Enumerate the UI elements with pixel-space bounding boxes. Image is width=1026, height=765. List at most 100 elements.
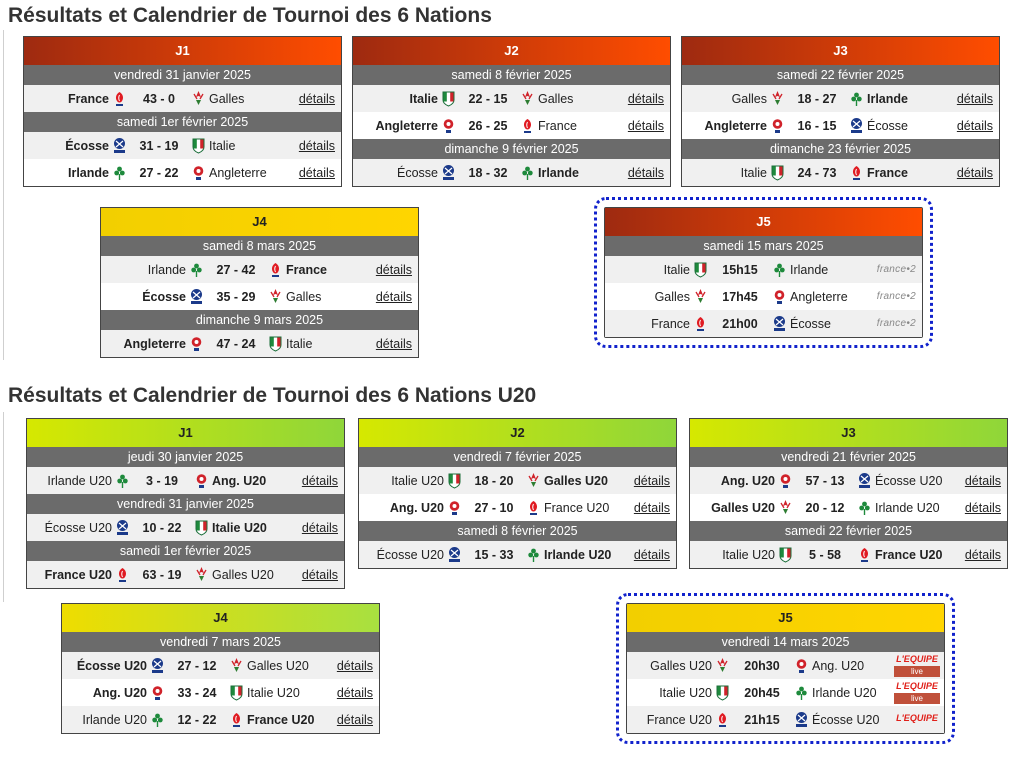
away-team: France U20	[544, 500, 610, 515]
england-flag-icon	[447, 499, 462, 516]
match-row: Italie U20 20h45 Irlande U20 L'EQUIPE liv…	[627, 679, 944, 706]
away-team: Galles U20	[247, 658, 309, 673]
ireland-flag-icon	[794, 684, 809, 701]
wales-flag-icon	[770, 90, 785, 107]
away-team: Irlande	[538, 165, 579, 180]
kickoff-time: 15h15	[722, 262, 758, 277]
scotland-flag-icon	[150, 657, 165, 674]
home-team: Angleterre	[704, 118, 767, 133]
left-divider	[3, 412, 4, 602]
details-link[interactable]: détails	[633, 500, 670, 515]
ireland-flag-icon	[520, 164, 535, 181]
home-team: Écosse	[397, 165, 438, 180]
details-link[interactable]: détails	[301, 520, 338, 535]
match-score: 24 - 73	[797, 165, 837, 180]
details-link[interactable]: détails	[301, 473, 338, 488]
round-card-j3-u20: J3 vendredi 21 février 2025 Ang. U20 57 …	[689, 418, 1008, 569]
away-team: Galles U20	[212, 567, 274, 582]
match-date: samedi 15 mars 2025	[605, 236, 922, 256]
away-team: Angleterre	[209, 165, 267, 180]
home-team: Italie U20	[722, 547, 775, 562]
details-link[interactable]: détails	[627, 118, 664, 133]
round-card-j3: J3 samedi 22 février 2025 Galles 18 - 27…	[681, 36, 1000, 187]
away-team: Ang. U20	[212, 473, 267, 488]
ireland-flag-icon	[115, 472, 130, 489]
italy-flag-icon	[770, 164, 785, 181]
details-link[interactable]: détails	[964, 473, 1001, 488]
england-flag-icon	[778, 472, 793, 489]
details-link[interactable]: détails	[336, 712, 373, 727]
details-link[interactable]: détails	[627, 91, 664, 106]
home-team: Ang. U20	[92, 685, 147, 700]
italy-flag-icon	[693, 261, 708, 278]
details-link[interactable]: détails	[633, 547, 670, 562]
home-team: Italie	[409, 91, 439, 106]
home-team: Italie U20	[391, 473, 444, 488]
round-card-j5: J5 samedi 15 mars 2025 Italie 15h15 Irla…	[594, 197, 933, 348]
details-link[interactable]: détails	[375, 289, 412, 304]
details-link[interactable]: détails	[964, 547, 1001, 562]
details-link[interactable]: détails	[375, 262, 412, 277]
home-team: Irlande	[147, 262, 186, 277]
lequipe-logo: L'EQUIPE	[896, 713, 938, 723]
france-flag-icon	[526, 499, 541, 516]
details-link[interactable]: détails	[336, 685, 373, 700]
home-team: Angleterre	[375, 118, 438, 133]
details-link[interactable]: détails	[627, 165, 664, 180]
section-title: Résultats et Calendrier de Tournoi des 6…	[8, 4, 492, 27]
france-flag-icon	[693, 315, 708, 332]
details-link[interactable]: détails	[298, 165, 335, 180]
details-link[interactable]: détails	[956, 91, 993, 106]
home-team: France U20	[44, 567, 112, 582]
match-date: dimanche 9 mars 2025	[101, 310, 418, 330]
match-date: vendredi 31 janvier 2025	[27, 494, 344, 514]
details-link[interactable]: détails	[633, 473, 670, 488]
france-flag-icon	[849, 164, 864, 181]
italy-flag-icon	[268, 335, 283, 352]
scotland-flag-icon	[441, 164, 456, 181]
wales-flag-icon	[520, 90, 535, 107]
details-link[interactable]: détails	[298, 138, 335, 153]
match-date: samedi 22 février 2025	[690, 521, 1007, 541]
away-team: Italie	[209, 138, 236, 153]
details-link[interactable]: détails	[956, 118, 993, 133]
match-score: 15 - 33	[474, 547, 514, 562]
match-date: samedi 1er février 2025	[27, 541, 344, 561]
france2-logo: france•2	[876, 264, 916, 275]
italy-flag-icon	[229, 684, 244, 701]
away-team: Galles U20	[544, 473, 608, 488]
details-link[interactable]: détails	[964, 500, 1001, 515]
italy-flag-icon	[441, 90, 456, 107]
away-team: Ang. U20	[812, 658, 865, 673]
match-score: 47 - 24	[216, 336, 256, 351]
details-link[interactable]: détails	[956, 165, 993, 180]
match-date: vendredi 7 février 2025	[359, 447, 676, 467]
match-row: Galles U20 20h30 Ang. U20 L'EQUIPE live	[627, 652, 944, 679]
home-team: Écosse U20	[44, 520, 112, 535]
details-link[interactable]: détails	[301, 567, 338, 582]
match-row: Italie 22 - 15 Galles détails	[353, 85, 670, 112]
details-link[interactable]: détails	[375, 336, 412, 351]
match-row: Galles 18 - 27 Irlande détails	[682, 85, 999, 112]
wales-flag-icon	[191, 90, 206, 107]
match-row: Ang. U20 27 - 10 France U20 détails	[359, 494, 676, 521]
match-row: Écosse U20 10 - 22 Italie U20 détails	[27, 514, 344, 541]
round-card-j4-u20: J4 vendredi 7 mars 2025 Écosse U20 27 - …	[61, 603, 380, 734]
home-team: Galles U20	[711, 500, 775, 515]
match-score: 33 - 24	[177, 685, 217, 700]
details-link[interactable]: détails	[298, 91, 335, 106]
match-row: Angleterre 26 - 25 France détails	[353, 112, 670, 139]
lequipe-logo: L'EQUIPE	[896, 654, 938, 664]
away-team: Italie U20	[247, 685, 300, 700]
match-row: Écosse U20 15 - 33 Irlande U20 détails	[359, 541, 676, 568]
match-date: samedi 1er février 2025	[24, 112, 341, 132]
scotland-flag-icon	[112, 137, 127, 154]
away-team: Italie U20	[212, 520, 267, 535]
away-team: Italie	[286, 336, 313, 351]
match-score: 31 - 19	[139, 138, 179, 153]
details-link[interactable]: détails	[336, 658, 373, 673]
wales-flag-icon	[229, 657, 244, 674]
lequipe-logo: L'EQUIPE	[896, 681, 938, 691]
lequipe-live-logo: L'EQUIPE live	[894, 681, 940, 704]
away-team: Irlande U20	[544, 547, 612, 562]
